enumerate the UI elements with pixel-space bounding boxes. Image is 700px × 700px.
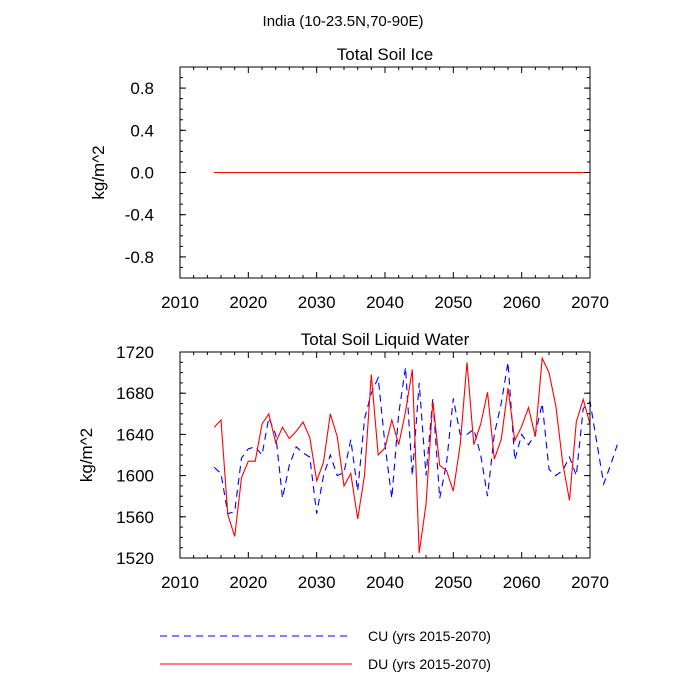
x-tick-label-soil-liquid-water: 2030 [298, 573, 336, 592]
y-tick-label-soil-ice: -0.4 [125, 206, 154, 225]
legend-label-cu: CU (yrs 2015-2070) [368, 628, 491, 644]
x-tick-label-soil-ice: 2030 [298, 293, 336, 312]
panel-title-soil-liquid-water: Total Soil Liquid Water [301, 330, 470, 349]
y-tick-label-soil-ice: -0.8 [125, 248, 154, 267]
y-tick-label-soil-liquid-water: 1560 [116, 508, 154, 527]
x-tick-label-soil-liquid-water: 2020 [229, 573, 267, 592]
y-tick-label-soil-liquid-water: 1720 [116, 343, 154, 362]
x-tick-label-soil-liquid-water: 2060 [503, 573, 541, 592]
series-line-soil-liquid-water-cu [213, 362, 618, 515]
x-tick-label-soil-ice: 2020 [229, 293, 267, 312]
chart-panel-soil-ice: 2010 2020 2030 2040 2050 2060 2070 -0.8 -0.4 0.0 0… [89, 45, 609, 312]
x-tick-label-soil-ice: 2060 [503, 293, 541, 312]
x-tick-label-soil-liquid-water: 2040 [366, 573, 404, 592]
legend-label-du: DU (yrs 2015-2070) [368, 656, 491, 672]
x-tick-label-soil-ice: 2010 [161, 293, 199, 312]
y-tick-label-soil-ice: 0.4 [130, 121, 154, 140]
y-tick-label-soil-liquid-water: 1680 [116, 384, 154, 403]
chart-panel-soil-liquid-water: 2010 2020 2030 2040 2050 2060 2070 1520 1560 1600… [77, 330, 618, 592]
panel-title-soil-ice: Total Soil Ice [337, 45, 433, 64]
x-tick-label-soil-liquid-water: 2050 [434, 573, 472, 592]
x-tick-label-soil-liquid-water: 2010 [161, 573, 199, 592]
series-line-soil-liquid-water-du [213, 356, 591, 553]
y-axis-label-soil-ice: kg/m^2 [89, 145, 108, 199]
legend: CU (yrs 2015-2070) DU (yrs 2015-2070) [160, 628, 491, 672]
x-tick-label-soil-ice: 2070 [571, 293, 609, 312]
x-tick-label-soil-ice: 2050 [434, 293, 472, 312]
y-tick-label-soil-liquid-water: 1600 [116, 467, 154, 486]
x-tick-label-soil-liquid-water: 2070 [571, 573, 609, 592]
y-tick-label-soil-liquid-water: 1640 [116, 425, 154, 444]
y-tick-label-soil-ice: 0.8 [130, 79, 154, 98]
x-tick-label-soil-ice: 2040 [366, 293, 404, 312]
y-axis-label-soil-liquid-water: kg/m^2 [77, 428, 96, 482]
y-tick-label-soil-liquid-water: 1520 [116, 549, 154, 568]
plot-frame-soil-liquid-water [179, 351, 591, 559]
y-tick-label-soil-ice: 0.0 [130, 164, 154, 183]
figure-title: India (10-23.5N,70-90E) [263, 13, 424, 30]
